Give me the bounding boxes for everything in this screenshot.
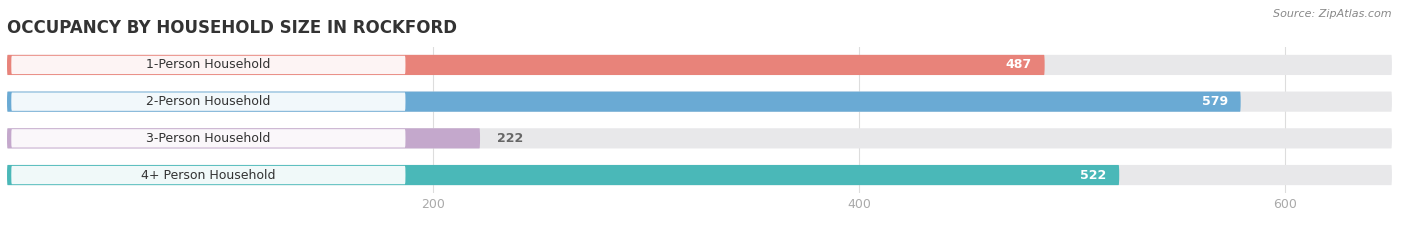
FancyBboxPatch shape: [7, 128, 1392, 148]
FancyBboxPatch shape: [7, 55, 1045, 75]
FancyBboxPatch shape: [7, 165, 1119, 185]
Text: 4+ Person Household: 4+ Person Household: [141, 168, 276, 182]
FancyBboxPatch shape: [7, 55, 1392, 75]
FancyBboxPatch shape: [7, 128, 479, 148]
FancyBboxPatch shape: [7, 165, 1392, 185]
Text: 222: 222: [498, 132, 523, 145]
FancyBboxPatch shape: [11, 129, 405, 147]
FancyBboxPatch shape: [7, 92, 1392, 112]
Text: OCCUPANCY BY HOUSEHOLD SIZE IN ROCKFORD: OCCUPANCY BY HOUSEHOLD SIZE IN ROCKFORD: [7, 19, 457, 37]
Text: 487: 487: [1005, 58, 1032, 72]
Text: 3-Person Household: 3-Person Household: [146, 132, 270, 145]
Text: 2-Person Household: 2-Person Household: [146, 95, 270, 108]
Text: 522: 522: [1080, 168, 1107, 182]
Text: Source: ZipAtlas.com: Source: ZipAtlas.com: [1274, 9, 1392, 19]
FancyBboxPatch shape: [11, 56, 405, 74]
Text: 579: 579: [1202, 95, 1227, 108]
FancyBboxPatch shape: [7, 92, 1240, 112]
FancyBboxPatch shape: [11, 166, 405, 184]
FancyBboxPatch shape: [11, 93, 405, 111]
Text: 1-Person Household: 1-Person Household: [146, 58, 270, 72]
